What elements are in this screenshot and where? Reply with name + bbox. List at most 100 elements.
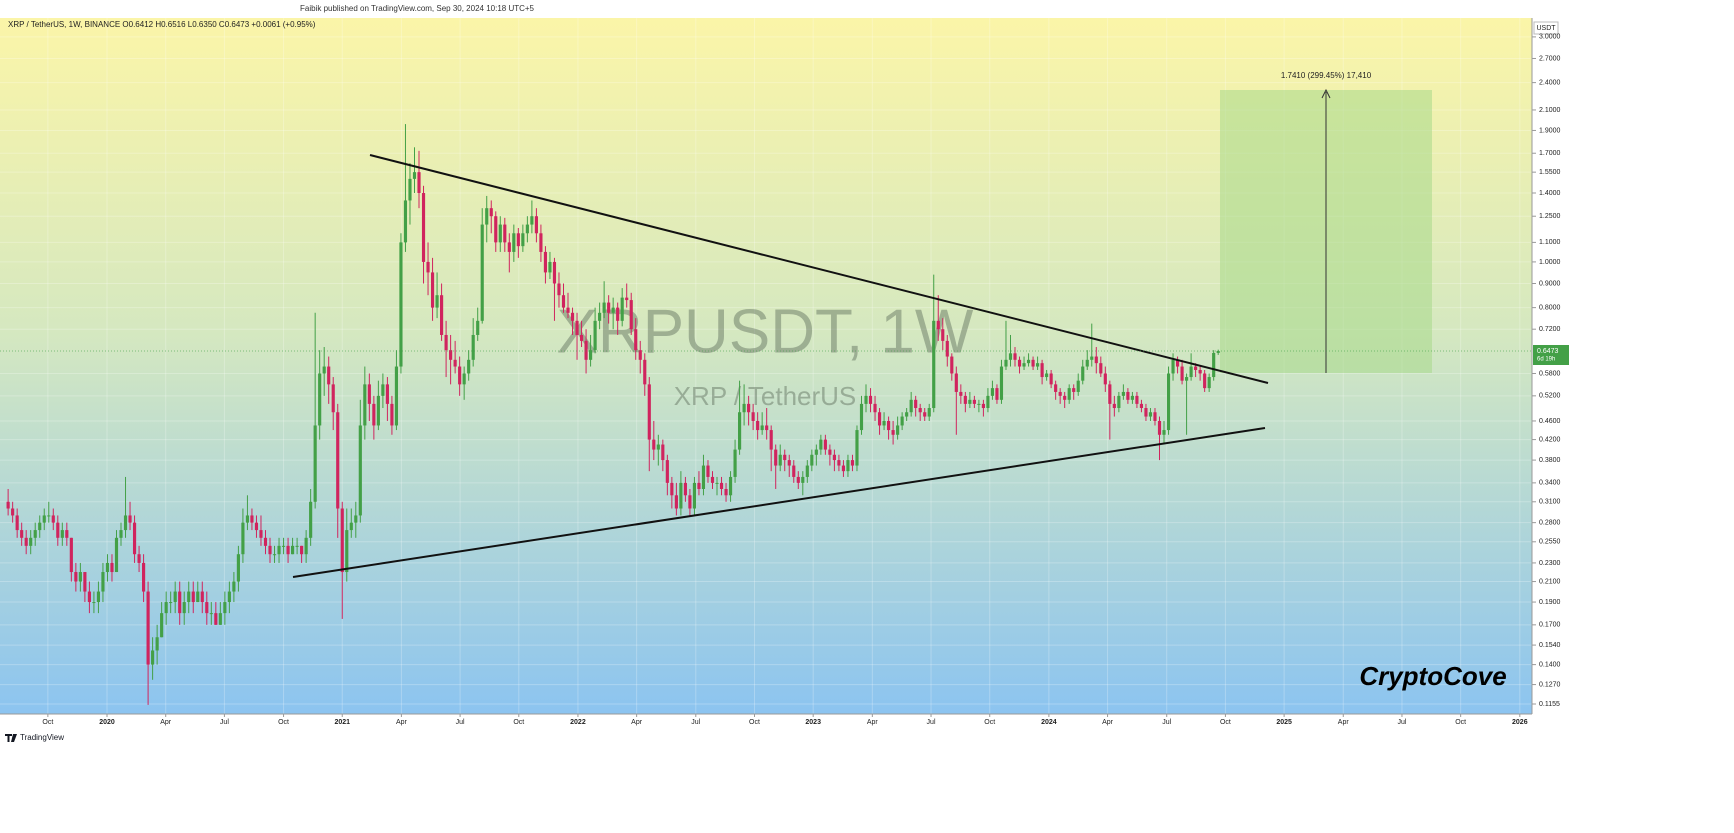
candle-body <box>805 465 809 477</box>
candle-body <box>674 495 678 509</box>
candle-body <box>954 373 958 392</box>
y-tick-label: 0.8000 <box>1539 304 1561 311</box>
candle-body <box>868 395 873 404</box>
price-axis <box>1532 18 1734 730</box>
candle-body <box>435 295 439 308</box>
candle-body <box>765 425 769 431</box>
y-tick-label: 0.2550 <box>1539 539 1561 546</box>
candle-body <box>146 591 150 665</box>
candle-body <box>981 403 985 409</box>
candle-body <box>1058 391 1062 396</box>
candle-body <box>340 508 344 573</box>
candle-body <box>155 637 159 651</box>
candle-body <box>164 602 168 614</box>
candle-body <box>336 412 340 509</box>
candle-body <box>629 300 633 330</box>
candle-body <box>1045 373 1049 378</box>
candle-body <box>1175 359 1180 367</box>
y-tick-label: 1.2500 <box>1539 213 1561 220</box>
candle-body <box>1099 363 1103 374</box>
candle-body <box>570 312 575 321</box>
candle-body <box>783 454 787 461</box>
candle-body <box>896 425 900 435</box>
y-tick-label: 0.4200 <box>1539 436 1561 443</box>
candle-body <box>1081 366 1085 381</box>
candle-body <box>1004 359 1008 367</box>
footer: TradingView <box>20 733 64 742</box>
candle-body <box>566 307 570 313</box>
publisher-header: Faibik published on TradingView.com, Sep… <box>300 4 535 13</box>
candle-body <box>774 449 778 466</box>
candle-body <box>214 613 218 625</box>
candle-body <box>525 224 529 234</box>
candle-body <box>56 522 60 538</box>
x-tick-label: Jul <box>220 719 229 726</box>
candle-body <box>665 460 669 483</box>
candle-body <box>792 465 796 477</box>
candle-body <box>358 425 362 516</box>
candle-body <box>706 465 710 477</box>
candle-body <box>480 224 484 321</box>
candle-body <box>579 334 584 341</box>
candle-body <box>850 460 855 466</box>
candle-body <box>810 454 814 466</box>
y-tick-label: 0.3100 <box>1539 499 1561 506</box>
y-tick-label: 1.7000 <box>1539 150 1561 157</box>
candle-body <box>421 192 426 262</box>
candle-body <box>643 359 647 385</box>
candle-body <box>1036 363 1040 367</box>
candle-body <box>1207 377 1211 389</box>
candle-body <box>412 172 417 179</box>
candle-body <box>647 384 651 440</box>
candle-body <box>742 403 746 413</box>
candle-body <box>1203 373 1207 389</box>
candle-body <box>552 261 557 284</box>
candle-body <box>932 320 936 409</box>
candle-body <box>503 224 507 243</box>
candle-body <box>1185 377 1189 381</box>
x-tick-label: Apr <box>396 719 408 726</box>
candle-body <box>1067 388 1071 400</box>
candle-body <box>701 465 706 489</box>
measure-label: 1.7410 (299.45%) 17,410 <box>1281 71 1372 80</box>
candle-body <box>11 508 15 516</box>
y-tick-label: 3.0000 <box>1539 34 1561 41</box>
candle-body <box>602 302 606 313</box>
candle-body <box>801 476 805 483</box>
x-tick-label: Oct <box>278 719 289 726</box>
candle-body <box>236 554 240 582</box>
candle-body <box>1026 359 1031 364</box>
candle-body <box>1094 356 1098 364</box>
candle-body <box>652 439 656 450</box>
candle-body <box>101 572 105 592</box>
candle-body <box>87 591 91 603</box>
y-tick-label: 0.1400 <box>1539 661 1561 668</box>
candle-body <box>367 384 371 404</box>
candle-body <box>1153 412 1157 421</box>
candle-body <box>724 488 728 496</box>
candle-body <box>534 216 538 234</box>
candle-body <box>182 602 186 614</box>
x-tick-label: Apr <box>631 719 643 726</box>
candle-body <box>1144 408 1148 417</box>
x-tick-label: Oct <box>42 719 53 726</box>
candle-body <box>300 545 304 555</box>
candle-body <box>837 460 841 466</box>
candle-body <box>349 522 353 531</box>
candle-body <box>521 233 525 247</box>
x-tick-label: Oct <box>749 719 760 726</box>
candle-body <box>728 476 733 496</box>
symbol-legend: XRP / TetherUS, 1W, BINANCE O0.6412 H0.6… <box>8 20 316 29</box>
candle-body <box>277 545 281 555</box>
candle-body <box>453 359 457 367</box>
candle-body <box>873 403 877 413</box>
candle-body <box>1054 384 1058 392</box>
candle-body <box>846 460 850 472</box>
candle-body <box>209 613 213 615</box>
candle-body <box>661 444 665 461</box>
candle-body <box>381 384 385 396</box>
candle-body <box>1121 391 1125 396</box>
candle-body <box>516 233 520 247</box>
candle-body <box>977 403 981 405</box>
candle-body <box>887 420 891 431</box>
